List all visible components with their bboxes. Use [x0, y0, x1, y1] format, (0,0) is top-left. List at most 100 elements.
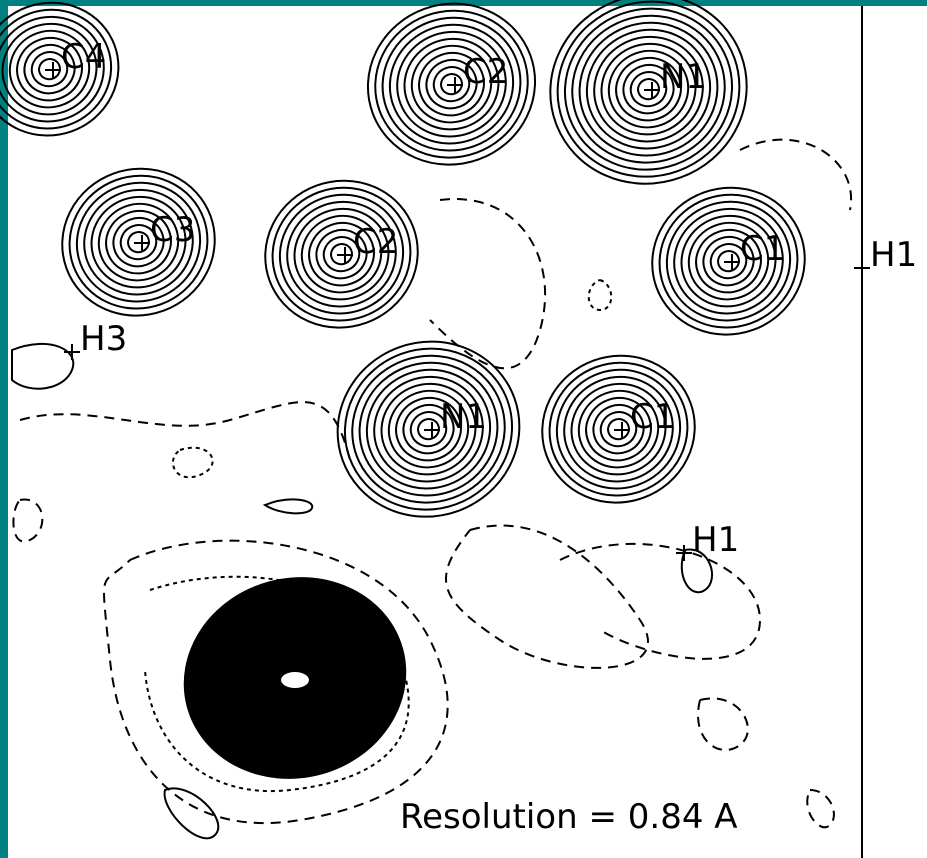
positive-contour [600, 42, 697, 136]
positive-contour [709, 243, 748, 280]
positive-contour [336, 340, 521, 518]
atom-marker [854, 260, 870, 276]
positive-contour [1, 22, 98, 116]
positive-contour [0, 1, 120, 137]
positive-contour [578, 21, 719, 157]
positive-contour [629, 71, 668, 108]
positive-contour [440, 73, 463, 96]
positive-contour [548, 361, 689, 497]
atom-marker [337, 247, 353, 263]
positive-contour [410, 44, 493, 124]
positive-contour [308, 221, 375, 287]
positive-contour [592, 404, 645, 455]
atom-label: C3 [150, 210, 195, 250]
positive-contour [673, 207, 784, 315]
atom-label: C1 [630, 397, 675, 437]
atom-marker [45, 62, 61, 78]
positive-contour [615, 56, 682, 122]
positive-contour [112, 217, 165, 268]
positive-contour [293, 207, 390, 301]
positive-contour [330, 243, 353, 266]
positive-contour [8, 29, 91, 109]
atom-marker [724, 254, 740, 270]
positive-contour [374, 9, 529, 159]
positive-contour [127, 231, 150, 254]
positive-contour [695, 228, 762, 294]
atom-label: C2 [353, 222, 398, 262]
positive-contour [300, 214, 383, 294]
positive-contour [702, 236, 755, 287]
positive-contour [163, 787, 220, 839]
positive-contour [38, 58, 61, 81]
positive-contour [607, 418, 630, 441]
positive-contour [541, 354, 696, 504]
resolution-label: Resolution = 0.84 A [400, 797, 738, 837]
positive-contour [381, 16, 522, 152]
negative-contour [587, 279, 613, 312]
positive-contour [351, 354, 506, 504]
positive-contour [23, 44, 76, 95]
positive-contour [717, 250, 740, 273]
negative-contour [429, 198, 547, 370]
atom-marker [614, 422, 630, 438]
negative-contour [103, 539, 449, 825]
positive-contour [16, 36, 83, 102]
positive-contour [315, 229, 368, 280]
positive-contour [75, 181, 202, 303]
positive-contour [0, 8, 113, 130]
atom-label: H3 [80, 319, 127, 359]
positive-contour [680, 214, 777, 308]
negative-contour [739, 138, 853, 211]
positive-contour [637, 78, 660, 101]
atom-label: C2 [463, 52, 508, 92]
positive-contour [396, 30, 507, 138]
contours [0, 0, 853, 839]
positive-contour [593, 35, 704, 143]
positive-contour [68, 174, 209, 310]
positive-contour [432, 66, 471, 103]
atom-marker [644, 82, 660, 98]
positive-contour [402, 404, 455, 455]
positive-contour [119, 224, 158, 261]
positive-contour [395, 396, 462, 462]
positive-contour [61, 167, 216, 317]
positive-contour [105, 209, 172, 275]
positive-contour [687, 221, 770, 301]
positive-contour [365, 368, 492, 490]
positive-contour [570, 382, 667, 476]
positive-contour [680, 548, 714, 594]
positive-contour [380, 382, 477, 476]
positive-contour [425, 59, 478, 110]
positive-contour [11, 342, 75, 390]
positive-contour [278, 193, 405, 315]
peak-center [281, 672, 309, 688]
positive-contour [665, 200, 792, 322]
atom-label: C1 [740, 229, 785, 269]
positive-contour [658, 193, 799, 329]
negative-contour [171, 446, 214, 479]
positive-contour [286, 200, 397, 308]
atom-marker [676, 545, 692, 561]
positive-contour [556, 0, 741, 178]
positive-contour [571, 14, 726, 164]
positive-contour [651, 186, 806, 336]
positive-contour [97, 202, 180, 282]
positive-contour [30, 51, 69, 88]
positive-contour [577, 389, 660, 469]
negative-contour [12, 498, 44, 543]
atom-label: H1 [870, 235, 917, 275]
positive-contour [387, 389, 470, 469]
positive-contour [403, 37, 500, 131]
atom-marker [447, 77, 463, 93]
positive-contour [90, 195, 187, 289]
positive-contour [563, 7, 734, 171]
positive-contour [622, 64, 675, 115]
positive-contour [607, 49, 690, 129]
atom-marker [134, 235, 150, 251]
atom-label: N1 [440, 397, 487, 437]
positive-contour [549, 0, 748, 185]
positive-contour [585, 28, 712, 150]
positive-contour [373, 375, 484, 483]
